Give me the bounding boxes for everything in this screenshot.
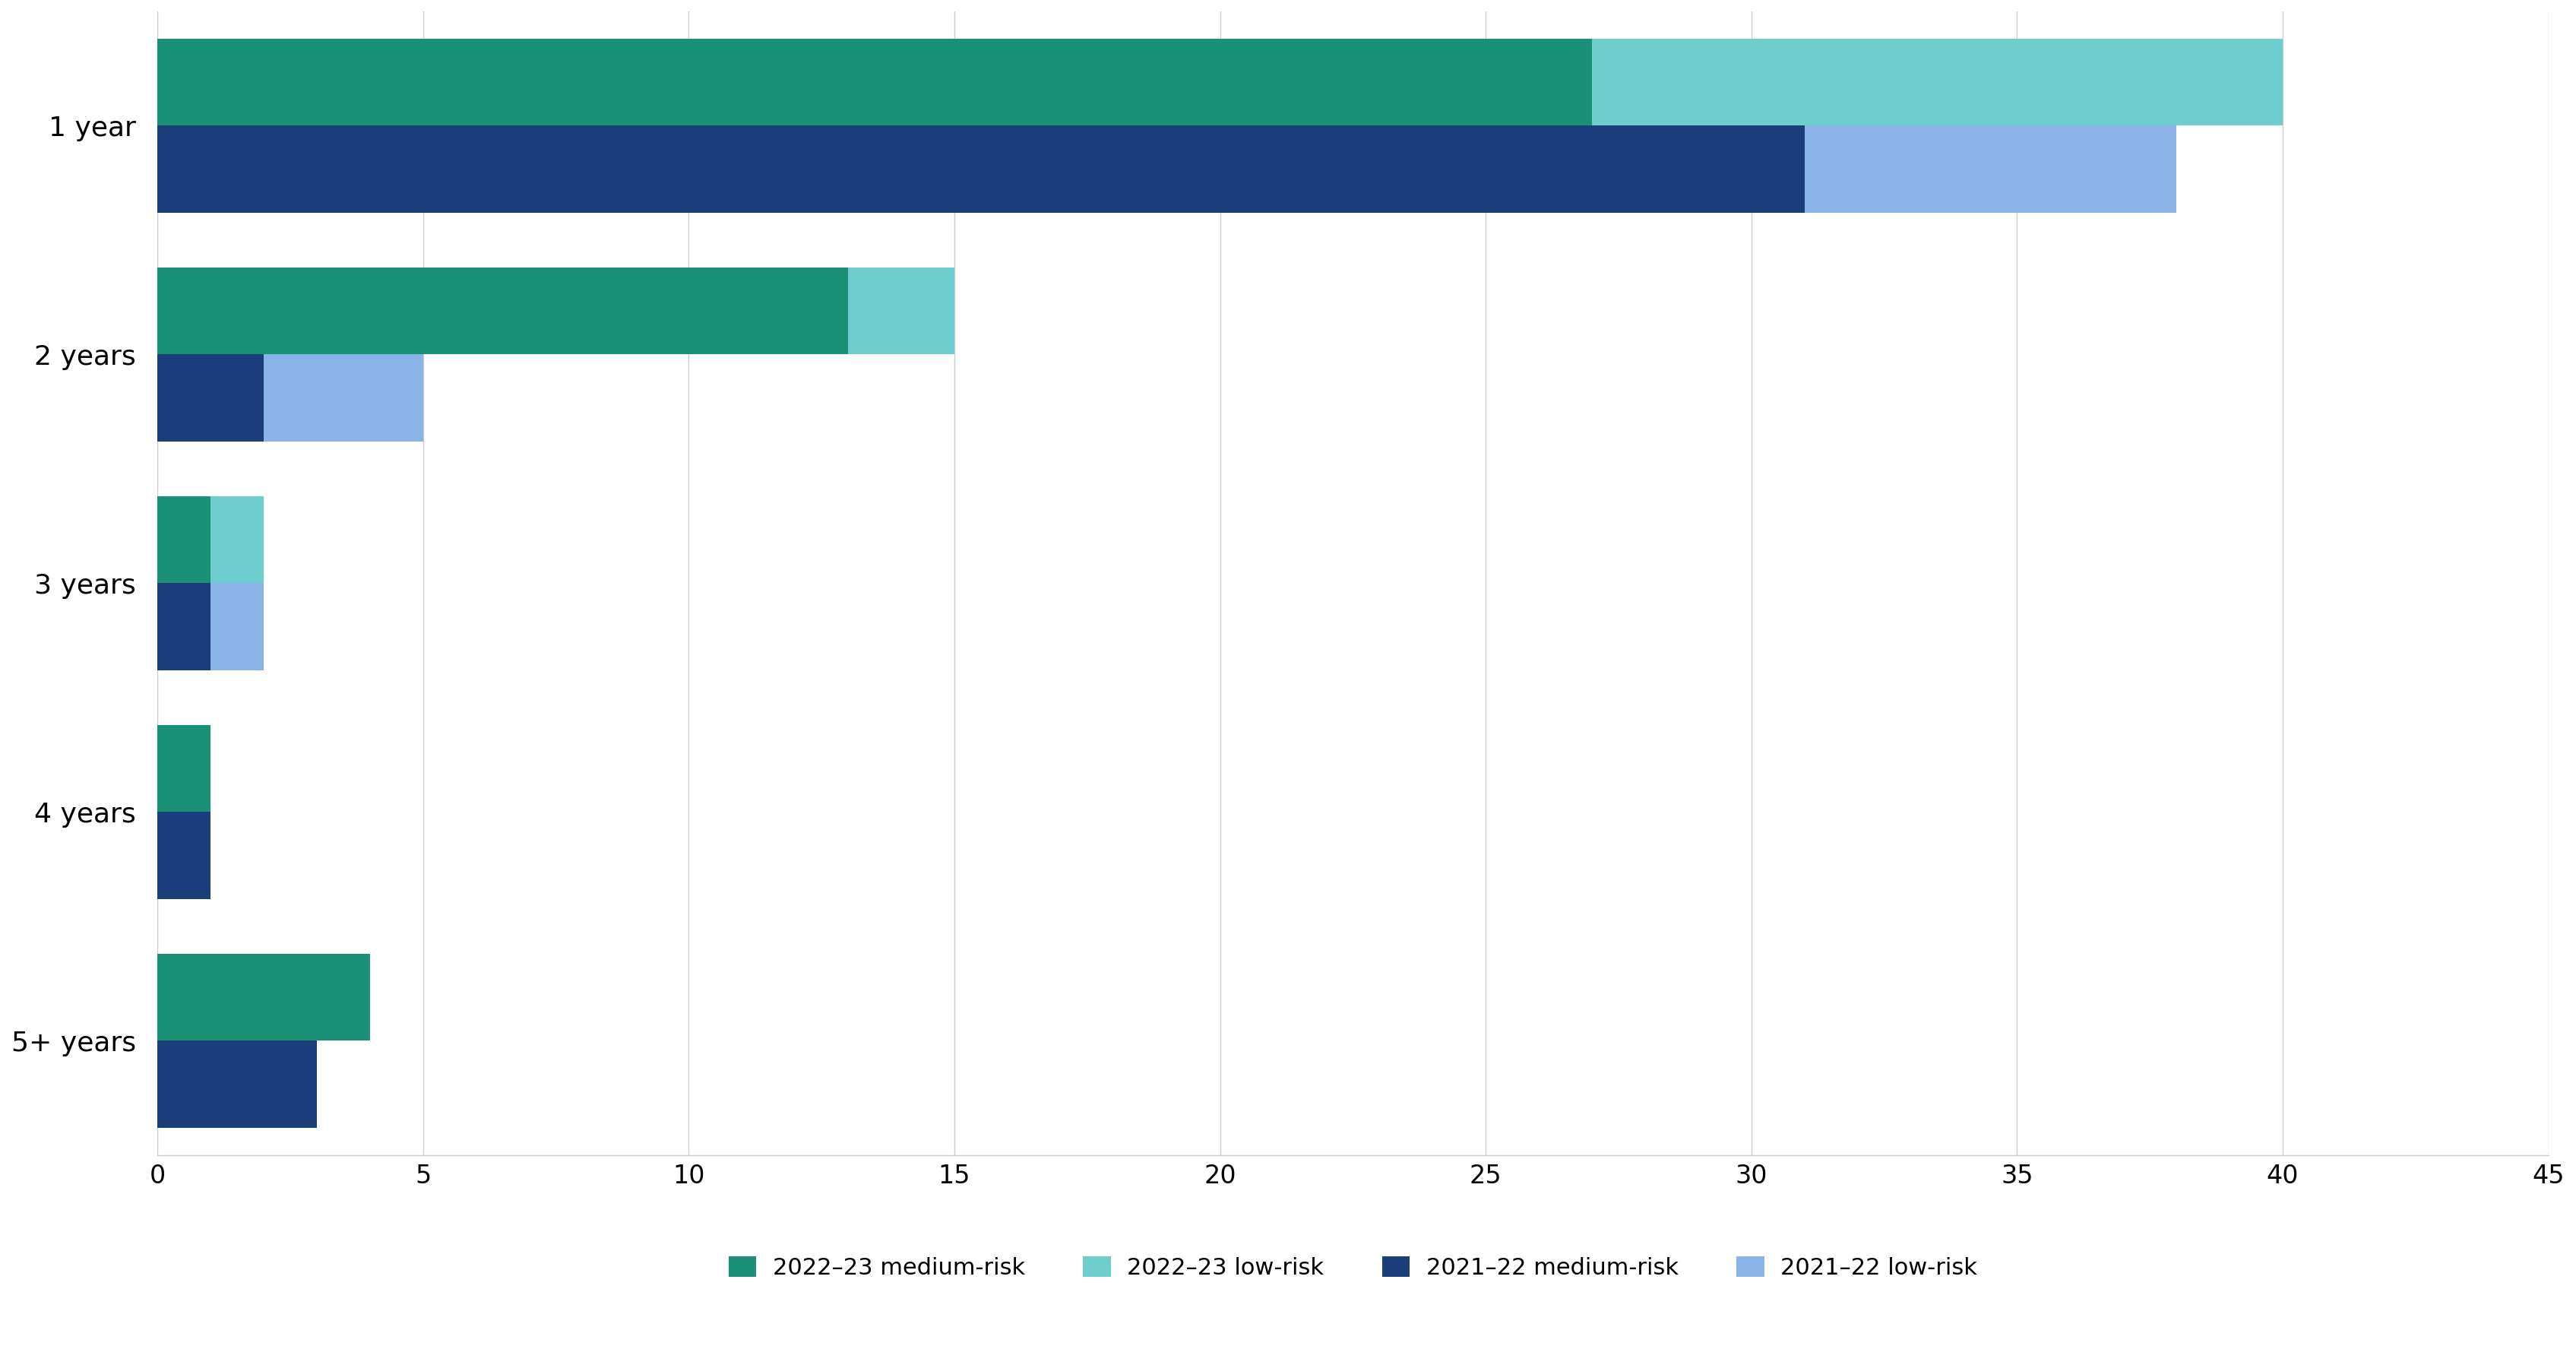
Bar	[157, 812, 211, 899]
Bar	[211, 583, 263, 670]
Bar	[1806, 125, 2177, 213]
Bar	[157, 268, 848, 354]
Bar	[157, 583, 211, 670]
Bar	[157, 954, 371, 1040]
Bar	[157, 497, 211, 583]
Bar	[157, 1040, 317, 1128]
Bar	[157, 125, 1806, 213]
Legend: 2022–23 medium-risk, 2022–23 low-risk, 2021–22 medium-risk, 2021–22 low-risk: 2022–23 medium-risk, 2022–23 low-risk, 2…	[719, 1246, 1986, 1288]
Bar	[211, 497, 263, 583]
Bar	[263, 354, 422, 441]
Bar	[1592, 39, 2282, 125]
Bar	[157, 725, 211, 812]
Bar	[157, 39, 1592, 125]
Bar	[848, 268, 953, 354]
Bar	[157, 354, 263, 441]
